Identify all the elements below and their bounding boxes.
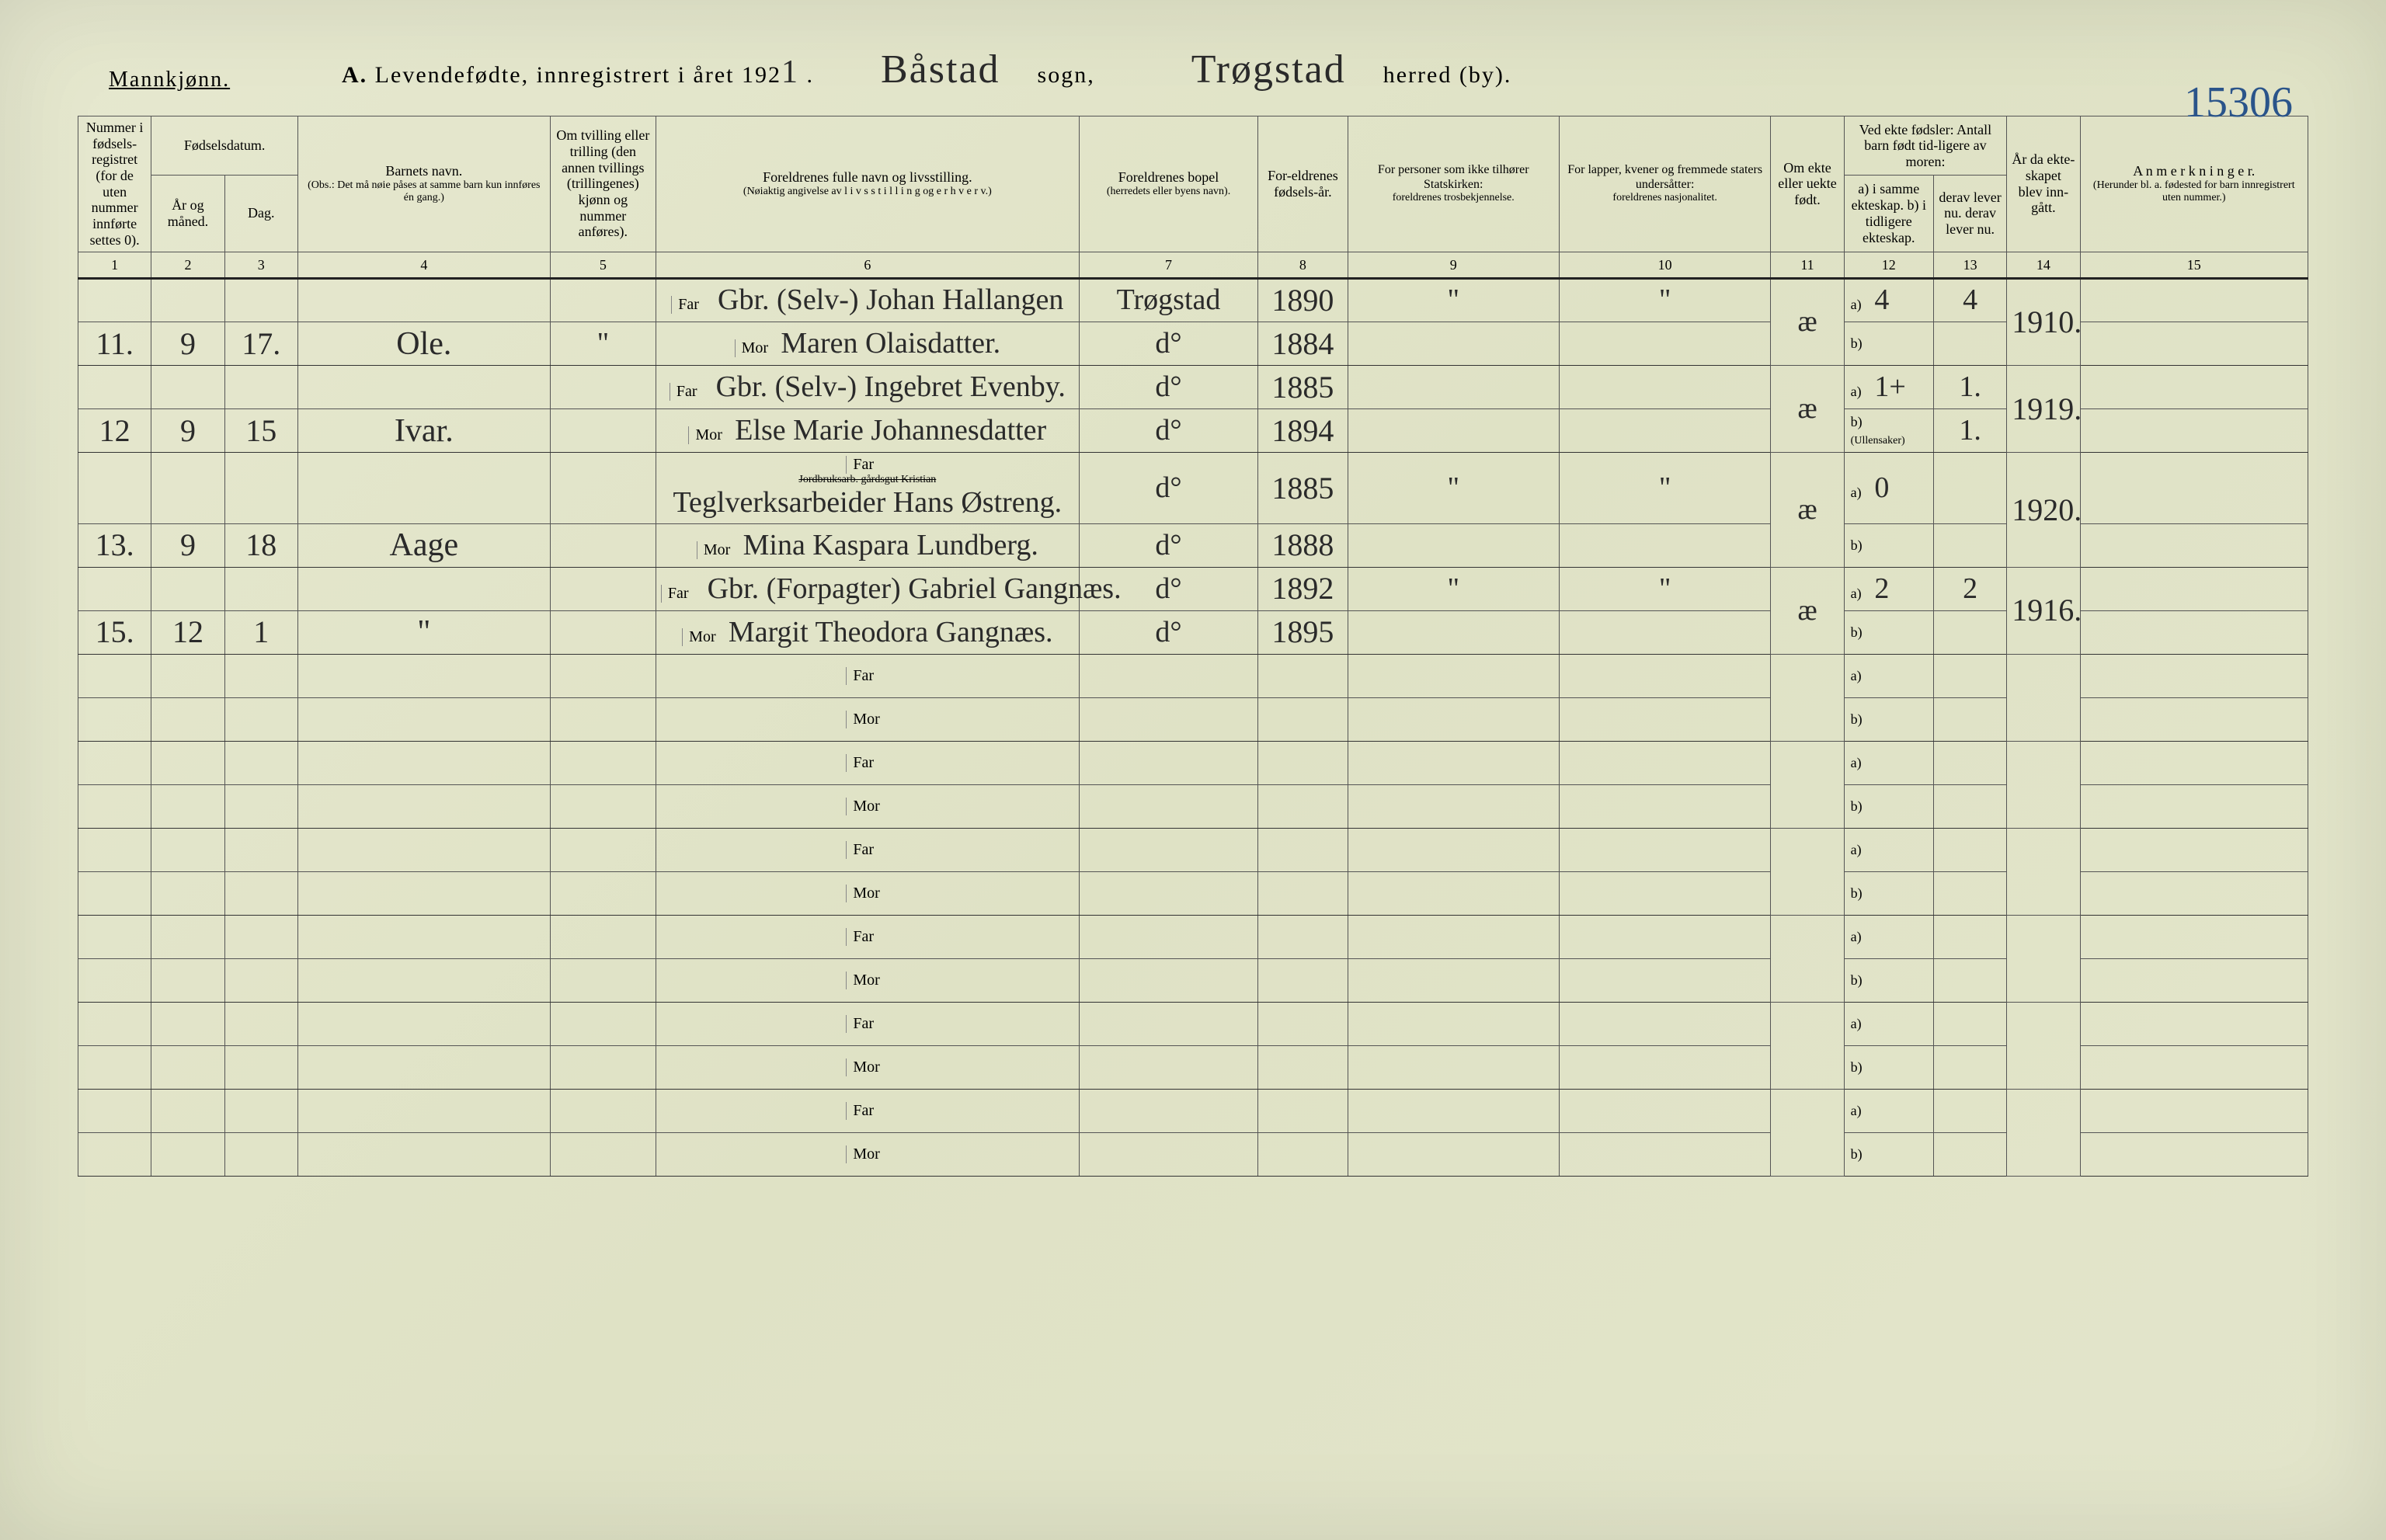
sogn-hw: Båstad (873, 47, 1008, 92)
col-12-13-group: Ved ekte fødsler: Antall barn født tid-l… (1844, 116, 2007, 176)
table-row-mor: 15. 12 1 " Mor Margit Theodora Gangnæs. … (78, 610, 2308, 654)
col-12-header: a) i samme ekteskap. b) i tidligere ekte… (1844, 176, 1933, 252)
table-row-mor: 13. 9 18 Aage Mor Mina Kaspara Lundberg.… (78, 523, 2308, 567)
col-7-title: Foreldrenes bopel (1084, 169, 1254, 186)
table-row-far: Far Gbr. (Selv-) Johan Hallangen Trøgsta… (78, 279, 2308, 322)
col-13-header: derav lever nu. derav lever nu. (1933, 176, 2006, 252)
col-2-3-group: Fødselsdatum. (151, 116, 298, 176)
col-4-note: (Obs.: Det må nøie påses at samme barn k… (303, 179, 545, 204)
col-4-header: Barnets navn. (Obs.: Det må nøie påses a… (297, 116, 550, 252)
gender-label: Mannkjønn. (109, 68, 311, 92)
col-15-header: A n m e r k n i n g e r. (Herunder bl. a… (2080, 116, 2308, 252)
col-10-note: foreldrenes nasjonalitet. (1564, 192, 1765, 204)
table-row-far: Far Gbr. (Forpagter) Gabriel Gangnæs. d°… (78, 567, 2308, 610)
colnum: 12 (1844, 252, 1933, 279)
herred-label: herred (by). (1383, 62, 1512, 88)
col-6-header: Foreldrenes fulle navn og livsstilling. … (656, 116, 1079, 252)
colnum: 5 (550, 252, 656, 279)
table-row-empty-mor: Mor b) (78, 784, 2308, 828)
col-6-title: Foreldrenes fulle navn og livsstilling. (661, 169, 1074, 186)
colnum: 9 (1348, 252, 1559, 279)
table-row-empty-mor: Mor b) (78, 697, 2308, 741)
table-row-empty-mor: Mor b) (78, 871, 2308, 915)
column-number-row: 1 2 3 4 5 6 7 8 9 10 11 12 13 14 15 (78, 252, 2308, 279)
table-row-mor: 12 9 15 Ivar. Mor Else Marie Johannesdat… (78, 409, 2308, 453)
year-suffix-hw: 1 (781, 56, 799, 89)
table-head: Nummer i fødsels-registret (for de uten … (78, 116, 2308, 279)
table-row-empty-far: Far a) (78, 654, 2308, 697)
col-8-header: For-eldrenes fødsels-år. (1258, 116, 1348, 252)
col-3-header: Dag. (224, 176, 297, 252)
colnum: 11 (1771, 252, 1844, 279)
col-4-title: Barnets navn. (303, 163, 545, 179)
colnum: 7 (1079, 252, 1258, 279)
table-row-mor: 11. 9 17. Ole. " Mor Maren Olaisdatter. … (78, 322, 2308, 366)
table-row-empty-far: Far a) (78, 915, 2308, 958)
col-6-note: (Nøiaktig angivelse av l i v s s t i l l… (661, 186, 1074, 198)
sogn-label: sogn, (1038, 62, 1095, 88)
table-row-far: Far Gbr. (Selv-) Ingebret Evenby. d° 188… (78, 366, 2308, 409)
col-7-header: Foreldrenes bopel (herredets eller byens… (1079, 116, 1258, 252)
table-row-empty-mor: Mor b) (78, 1045, 2308, 1089)
col-1-header: Nummer i fødsels-registret (for de uten … (78, 116, 151, 252)
page-title: A. Levendefødte, innregistrert i året 19… (342, 47, 2277, 92)
table-row-empty-mor: Mor b) (78, 958, 2308, 1002)
col-15-title: A n m e r k n i n g e r. (2085, 163, 2303, 179)
colnum: 4 (297, 252, 550, 279)
colnum: 10 (1559, 252, 1770, 279)
register-page: Mannkjønn. A. Levendefødte, innregistrer… (0, 0, 2386, 1540)
col-9-title: For personer som ikke tilhører Statskirk… (1353, 163, 1554, 192)
col-7-note: (herredets eller byens navn). (1084, 186, 1254, 198)
col-9-note: foreldrenes trosbekjennelse. (1353, 192, 1554, 204)
col-11-header: Om ekte eller uekte født. (1771, 116, 1844, 252)
col-14-header: År da ekte-skapet blev inn-gått. (2007, 116, 2080, 252)
table-row-empty-far: Far a) (78, 741, 2308, 784)
table-body: Far Gbr. (Selv-) Johan Hallangen Trøgsta… (78, 279, 2308, 1177)
colnum: 3 (224, 252, 297, 279)
col-10-title: For lapper, kvener og fremmede staters u… (1564, 163, 1765, 192)
col-10-header: For lapper, kvener og fremmede staters u… (1559, 116, 1770, 252)
col-2-header: År og måned. (151, 176, 224, 252)
colnum: 8 (1258, 252, 1348, 279)
colnum: 2 (151, 252, 224, 279)
colnum: 13 (1933, 252, 2006, 279)
title-prefix: A. (342, 62, 367, 88)
table-row-empty-far: Far a) (78, 1089, 2308, 1132)
table-row-empty-far: Far a) (78, 828, 2308, 871)
colnum: 15 (2080, 252, 2308, 279)
col-5-header: Om tvilling eller trilling (den annen tv… (550, 116, 656, 252)
colnum: 6 (656, 252, 1079, 279)
colnum: 14 (2007, 252, 2080, 279)
table-row-empty-far: Far a) (78, 1002, 2308, 1045)
page-header: Mannkjønn. A. Levendefødte, innregistrer… (78, 47, 2308, 116)
table-row-empty-mor: Mor b) (78, 1132, 2308, 1176)
birth-register-table: Nummer i fødsels-registret (for de uten … (78, 116, 2308, 1177)
herred-hw: Trøgstad (1184, 47, 1354, 92)
col-9-header: For personer som ikke tilhører Statskirk… (1348, 116, 1559, 252)
colnum: 1 (78, 252, 151, 279)
table-row-far: Far Jordbruksarb. gårdsgut Kristian Tegl… (78, 453, 2308, 524)
title-main: Levendefødte, innregistrert i året 192 (375, 62, 781, 88)
col-15-note: (Herunder bl. a. fødested for barn innre… (2085, 179, 2303, 204)
page-number-hw: 15306 (2184, 78, 2293, 127)
